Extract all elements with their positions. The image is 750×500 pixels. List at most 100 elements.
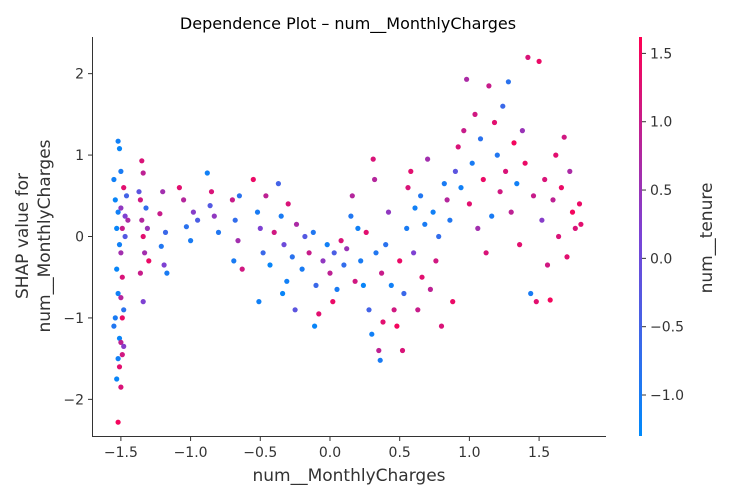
scatter-point [256,299,262,305]
scatter-point [327,270,333,276]
scatter-point [115,209,121,215]
scatter-point [576,201,583,207]
scatter-point [547,297,553,303]
scatter-point [388,282,394,288]
scatter-point [411,250,417,256]
scatter-point [235,238,241,244]
scatter-point [475,225,481,231]
scatter-point [360,282,366,288]
scatter-points [111,54,584,425]
scatter-point [366,307,372,313]
scatter-point [260,250,266,256]
scatter-point [489,213,495,219]
scatter-point [125,217,131,223]
scatter-point [491,119,498,126]
scatter-point [369,331,375,337]
scatter-point [399,347,406,354]
scatter-point [564,254,570,260]
scatter-point [122,233,128,240]
scatter-point [285,201,291,207]
scatter-point [114,266,120,272]
scatter-point [511,140,517,146]
scatter-point [561,134,567,140]
scatter-point [111,323,117,329]
scatter-point [461,128,467,134]
scatter-point [422,221,428,227]
scatter-point [313,282,319,288]
scatter-point [239,266,245,272]
scatter-point [477,136,484,142]
scatter-point [508,209,514,215]
scatter-point [146,258,152,264]
scatter-point [144,225,150,231]
scatter-point [114,225,120,231]
scatter-point [140,233,146,240]
scatter-point [267,262,273,268]
scatter-point [112,197,118,203]
scatter-point [119,315,125,321]
scatter-point [293,221,300,227]
x-tick-label: −1.0 [174,445,208,461]
scatter-point [483,250,489,256]
colorbar-tick-label: 1.0 [650,115,672,131]
scatter-point [299,266,305,272]
scatter-point [341,262,347,268]
scatter-point [204,170,210,176]
scatter-point [257,225,263,231]
scatter-point [160,189,166,195]
scatter-point [550,197,556,203]
scatter-point [497,189,503,195]
scatter-point [373,250,379,256]
scatter-point [310,229,316,235]
scatter-point [231,258,237,264]
x-tick-label: −1.5 [104,445,138,461]
scatter-point [114,376,120,382]
scatter-point [522,160,528,166]
scatter-point [118,250,124,256]
scatter-point [415,307,421,313]
scatter-point [383,242,389,248]
scatter-point [324,242,330,248]
scatter-point [469,160,475,166]
scatter-point [330,299,336,305]
scatter-point [530,193,537,199]
scatter-point [344,246,350,252]
scatter-point [140,299,146,305]
colorbar-tick-label: 0.5 [650,183,672,199]
scatter-point [464,76,470,82]
scatter-point [517,242,523,248]
scatter-point [121,307,127,313]
scatter-point [139,217,145,223]
scatter-point [232,217,238,223]
scatter-point [466,201,472,207]
scatter-point [254,209,261,215]
scatter-point [494,152,500,158]
scatter-point [118,168,124,174]
scatter-point [280,290,286,297]
scatter-point [188,238,194,244]
scatter-point [539,217,545,223]
scatter-point [229,197,235,203]
scatter-point [404,225,410,231]
colorbar [639,37,642,436]
scatter-point [143,205,149,211]
scatter-point [553,152,559,158]
scatter-point [271,229,277,235]
scatter-point [355,225,361,231]
scatter-point [458,185,464,191]
scatter-point [569,209,576,215]
colorbar-ticks: −1.0 −0.5 0.0 0.5 1.0 1.5 [642,46,684,404]
scatter-point [376,347,382,354]
scatter-point [115,356,121,362]
scatter-point [123,193,130,199]
scatter-point [320,258,326,264]
colorbar-tick-label: −0.5 [650,320,684,336]
scatter-point [572,225,578,231]
scatter-point [331,250,337,256]
scatter-point [278,213,284,219]
scatter-point [391,307,397,313]
scatter-point [405,185,411,191]
y-axis-label-line-2: num__MonthlyCharges [35,139,55,332]
scatter-point [380,319,386,325]
